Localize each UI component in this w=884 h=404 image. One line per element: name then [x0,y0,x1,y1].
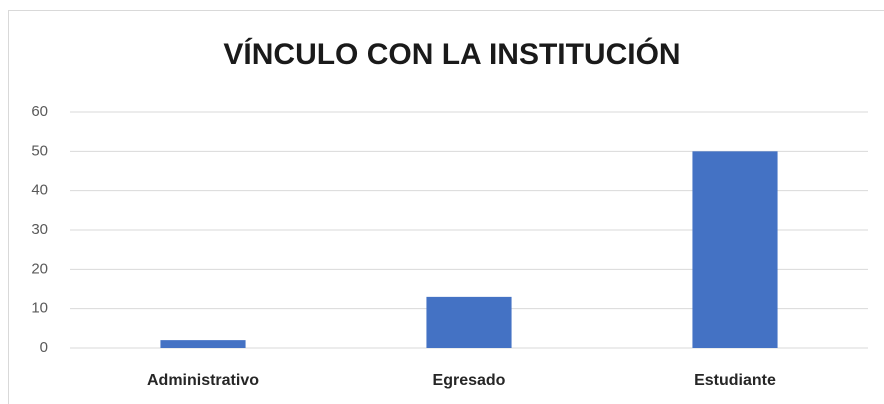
y-tick-label: 20 [31,260,48,277]
bar [426,296,512,348]
chart-title: VÍNCULO CON LA INSTITUCIÓN [223,37,680,71]
y-tick-label: 10 [31,300,48,317]
y-tick-label: 60 [31,103,48,120]
y-tick-label: 30 [31,221,48,238]
chart-border [8,10,884,404]
y-tick-label: 40 [31,182,48,199]
y-tick-label: 0 [40,339,48,356]
bar [692,151,778,348]
bar [160,340,246,348]
x-tick-label: Egresado [433,372,506,389]
x-tick-label: Estudiante [694,372,776,389]
x-tick-label: Administrativo [147,372,259,389]
y-tick-label: 50 [31,142,48,159]
